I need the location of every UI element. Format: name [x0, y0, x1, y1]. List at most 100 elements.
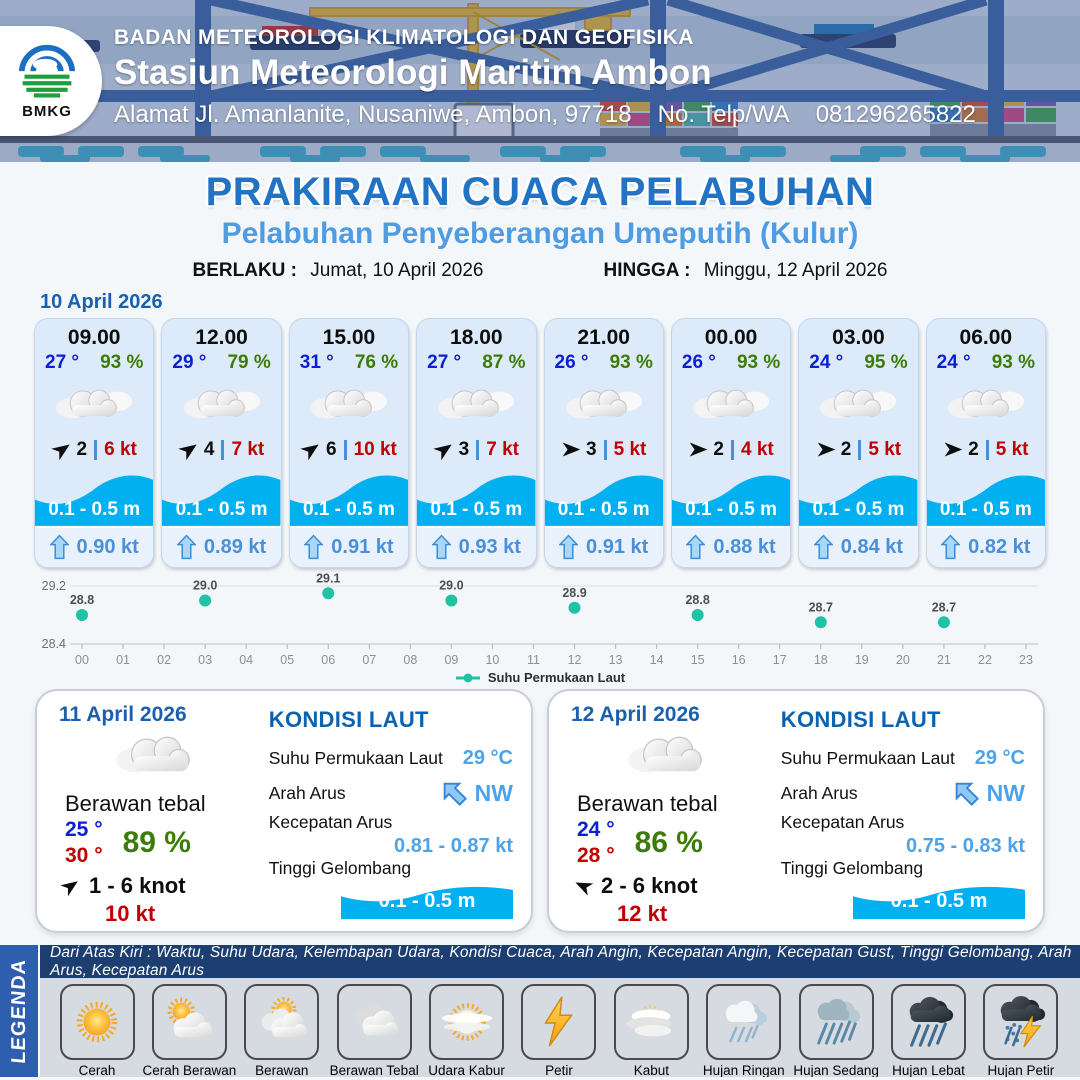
legend-item-label: Udara Kabur [428, 1063, 505, 1077]
current-speed-value: 0.75 - 0.83 kt [906, 835, 1025, 857]
current-speed-value: 0.81 - 0.87 kt [394, 835, 513, 857]
bmkg-logo-icon [18, 44, 76, 98]
wind-gust-separator [476, 439, 480, 460]
agency-name: BADAN METEOROLOGI KLIMATOLOGI DAN GEOFIS… [114, 26, 694, 49]
wave-height-value: 0.1 - 0.5 m [48, 498, 141, 520]
current-up-arrow-icon [49, 534, 69, 560]
wind-speed: 6 [325, 438, 337, 460]
forecast-time: 00.00 [704, 326, 758, 349]
sun-icon [59, 984, 135, 1060]
svg-text:28.8: 28.8 [685, 593, 709, 607]
gust-speed: 4 kt [740, 438, 774, 460]
svg-text:18: 18 [814, 653, 828, 667]
wave-height-band: 0.1 - 0.5 m [417, 466, 536, 526]
humidity: 93 % [100, 352, 144, 373]
forecast-time: 06.00 [959, 326, 1013, 349]
wind-direction-icon [175, 435, 204, 464]
daily-gust: 10 kt [105, 900, 156, 926]
legend-section: LEGENDA Dari Atas Kiri : Waktu, Suhu Uda… [0, 945, 1080, 1077]
svg-text:19: 19 [855, 653, 869, 667]
legend-item: Hujan Sedang [791, 984, 881, 1077]
daily-temp-min: 24 ° [577, 818, 615, 841]
weather-berawan-tebal-icon [290, 376, 408, 434]
wave-height-value: 0.1 - 0.5 m [557, 498, 650, 520]
chart-legend-label: Suhu Permukaan Laut [487, 670, 626, 685]
weather-berawan-tebal-icon [417, 376, 535, 434]
legend-item-label: Cerah Berawan [142, 1063, 237, 1077]
legend-item: Hujan Ringan [699, 984, 789, 1077]
gust-speed: 7 kt [231, 438, 265, 460]
wave-height-band: 0.1 - 0.5 m [799, 466, 918, 526]
chart-legend-marker [455, 673, 480, 682]
legend-item: Petir [514, 984, 604, 1077]
legend-item-label: Petir [545, 1063, 573, 1077]
svg-text:07: 07 [362, 653, 376, 667]
hazy-sun-icon [429, 984, 505, 1060]
current-up-arrow-icon [304, 534, 324, 560]
clouds-icon [336, 984, 412, 1060]
current-speed: 0.82 kt [968, 535, 1031, 558]
wind-gust-separator [858, 439, 862, 460]
current-speed: 0.91 kt [331, 535, 394, 558]
daily-card-11-april: 11 April 2026 Berawan tebal 25 ° 30 ° 89… [35, 689, 533, 933]
sst-chart: 29.2 28.4 00 01 02 03 04 05 06 07 08 09 10 11 12 13 14 15… [0, 572, 1080, 685]
current-speed-label: Kecepatan Arus [780, 812, 905, 832]
hourly-forecast-card: 09.00 27 ° 93 % 2 6 kt [34, 318, 155, 568]
wind-speed: 3 [586, 438, 597, 460]
wind-direction-icon [297, 435, 326, 464]
sun-cloud-icon [151, 984, 227, 1060]
forecast-time: 09.00 [67, 326, 121, 349]
bmkg-logo: BMKG [0, 26, 102, 136]
wave-height-band: 0.1 - 0.5 m [671, 466, 791, 526]
air-temperature: 24 ° [936, 352, 971, 373]
current-up-arrow-icon [813, 534, 833, 560]
svg-text:15: 15 [691, 653, 705, 667]
svg-text:28.7: 28.7 [809, 600, 833, 614]
chart-legend: Suhu Permukaan Laut [0, 670, 1080, 685]
legend-item-label: Hujan Lebat [892, 1063, 965, 1077]
daily-card-12-april: 12 April 2026 Berawan tebal 24 ° 28 ° 86… [547, 689, 1045, 933]
current-speed: 0.89 kt [203, 535, 267, 558]
cloud-sun-icon [244, 984, 320, 1060]
header-overlay [0, 0, 1080, 162]
berlaku-value: Jumat, 10 April 2026 [310, 260, 484, 281]
forecast-time: 12.00 [195, 326, 248, 349]
hourly-forecast-card: 00.00 26 ° 93 % 2 4 kt [670, 318, 792, 568]
current-direction-value: NW [474, 779, 513, 806]
weather-berawan-tebal-icon [59, 727, 259, 789]
wind-speed: 2 [968, 438, 979, 460]
daily-temp-max: 30 ° [65, 844, 103, 868]
hourly-forecast-card: 03.00 24 ° 95 % 2 5 kt [798, 318, 919, 568]
legend-item: Hujan Petir [976, 984, 1066, 1077]
legend-ribbon-text: LEGENDA [7, 957, 30, 1065]
fog-icon [613, 984, 689, 1060]
weather-berawan-tebal-icon [545, 376, 663, 434]
legend-ribbon: LEGENDA [0, 945, 38, 1077]
wind-direction-icon [47, 435, 76, 464]
hingga-label: HINGGA : [603, 260, 691, 281]
gust-speed: 7 kt [486, 438, 519, 460]
legend-item: Berawan Tebal [329, 984, 419, 1077]
wave-height-band: 0.1 - 0.5 m [35, 466, 154, 526]
daily-temp-min: 25 ° [65, 818, 103, 841]
legend-description-strip: Dari Atas Kiri : Waktu, Suhu Udara, Kele… [0, 945, 1080, 979]
humidity: 79 % [227, 352, 271, 373]
air-temperature: 24 ° [809, 352, 844, 373]
gust-speed: 5 kt [868, 438, 902, 460]
wave-height-value: 0.1 - 0.5 m [378, 890, 476, 912]
bmkg-logo-text: BMKG [22, 103, 72, 120]
legend-item: Cerah [52, 984, 142, 1077]
lightning-icon [521, 984, 597, 1060]
kondisi-laut-heading: KONDISI LAUT [780, 707, 941, 732]
humidity: 93 % [991, 352, 1035, 373]
page-subtitle: Pelabuhan Penyeberangan Umeputih (Kulur) [221, 217, 859, 250]
hourly-forecast-card: 15.00 31 ° 76 % 6 10 kt [288, 318, 410, 568]
wave-height-band: 0.1 - 0.5 m [926, 466, 1045, 526]
daily-humidity: 86 % [634, 826, 703, 860]
legend-item: Berawan [237, 984, 327, 1077]
wave-height-value: 0.1 - 0.5 m [685, 498, 777, 520]
weather-berawan-tebal-icon [799, 376, 917, 434]
svg-text:22: 22 [978, 653, 992, 667]
humidity: 93 % [736, 352, 781, 373]
sst-label: Suhu Permukaan Laut [780, 748, 955, 768]
